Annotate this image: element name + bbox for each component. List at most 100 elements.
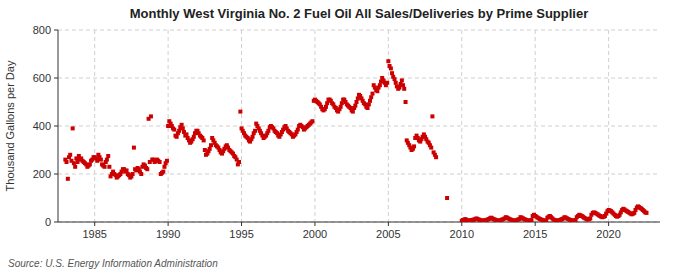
- x-grid-line: [241, 30, 242, 222]
- point: [251, 135, 255, 139]
- point: [161, 170, 165, 174]
- point: [106, 154, 110, 158]
- point: [588, 216, 592, 220]
- x-tick-label: 1995: [229, 228, 253, 240]
- point: [172, 128, 176, 132]
- point: [209, 143, 213, 147]
- point: [355, 100, 359, 104]
- x-tick-label: 1990: [156, 228, 180, 240]
- point: [385, 81, 389, 85]
- point: [107, 165, 111, 169]
- point: [177, 129, 181, 133]
- point: [530, 218, 534, 222]
- point: [375, 89, 379, 93]
- point: [367, 102, 371, 106]
- point: [389, 66, 393, 70]
- point: [404, 100, 408, 104]
- point: [237, 160, 241, 164]
- point: [208, 147, 212, 151]
- point: [371, 92, 375, 96]
- source-note: Source: U.S. Energy Information Administ…: [8, 258, 218, 269]
- point: [390, 71, 394, 75]
- point: [105, 158, 109, 162]
- point: [158, 160, 162, 164]
- point: [165, 159, 169, 163]
- point: [266, 129, 270, 133]
- x-tick-label: 2005: [376, 228, 400, 240]
- point: [184, 132, 188, 136]
- y-tick: [54, 78, 58, 79]
- grid: [58, 30, 660, 222]
- point: [324, 105, 328, 109]
- point: [353, 104, 357, 108]
- x-tick-label: 1985: [82, 228, 106, 240]
- point: [340, 101, 344, 105]
- point: [202, 138, 206, 142]
- point: [445, 196, 449, 200]
- point: [88, 162, 92, 166]
- y-tick-label: 200: [33, 168, 51, 180]
- point: [73, 165, 77, 169]
- x-tick: [314, 222, 315, 226]
- point: [71, 126, 75, 130]
- point: [139, 172, 143, 176]
- point: [181, 126, 185, 130]
- point: [125, 168, 129, 172]
- point: [65, 160, 69, 164]
- x-tick: [535, 222, 536, 226]
- point: [430, 114, 434, 118]
- point: [131, 172, 135, 176]
- y-tick-label: 600: [33, 72, 51, 84]
- x-tick-label: 2010: [450, 228, 474, 240]
- point: [412, 144, 416, 148]
- y-grid-line: [58, 78, 660, 79]
- x-grid-line: [608, 30, 609, 222]
- x-grid-line: [461, 30, 462, 222]
- x-tick-label: 2020: [596, 228, 620, 240]
- point: [400, 78, 404, 82]
- point: [397, 86, 401, 90]
- y-tick-label: 800: [33, 24, 51, 36]
- point: [401, 83, 405, 87]
- y-tick: [54, 174, 58, 175]
- y-tick: [54, 222, 58, 223]
- x-tick: [94, 222, 95, 226]
- point: [386, 59, 390, 63]
- chart-title: Monthly West Virginia No. 2 Fuel Oil All…: [130, 6, 589, 21]
- x-tick-label: 2000: [303, 228, 327, 240]
- point: [368, 99, 372, 103]
- point: [310, 119, 314, 123]
- point: [66, 177, 70, 181]
- point: [95, 159, 99, 163]
- x-grid-line: [314, 30, 315, 222]
- point: [378, 83, 382, 87]
- point: [99, 158, 103, 162]
- point: [402, 87, 406, 91]
- point: [366, 106, 370, 110]
- point: [149, 114, 153, 118]
- y-tick-label: 0: [45, 216, 51, 228]
- point: [238, 110, 242, 114]
- point: [644, 211, 648, 215]
- point: [162, 165, 166, 169]
- point: [192, 135, 196, 139]
- x-tick: [608, 222, 609, 226]
- point: [351, 110, 355, 114]
- points: [63, 59, 648, 222]
- x-grid-line: [94, 30, 95, 222]
- y-tick-label: 400: [33, 120, 51, 132]
- point: [253, 129, 257, 133]
- x-tick-label: 2015: [523, 228, 547, 240]
- chart: 1985 1990 1995 2000 2005 2010 2015 2020 0 200 400 6…: [0, 0, 675, 275]
- y-grid-line: [58, 30, 660, 31]
- y-grid-line: [58, 174, 660, 175]
- axes: 1985 1990 1995 2000 2005 2010 2015 2020 0 200 400 6…: [33, 24, 660, 240]
- point: [72, 161, 76, 165]
- point: [369, 95, 373, 99]
- point: [203, 148, 207, 152]
- y-grid-line: [58, 126, 660, 127]
- point: [339, 105, 343, 109]
- y-tick: [54, 126, 58, 127]
- x-grid-line: [388, 30, 389, 222]
- point: [429, 146, 433, 150]
